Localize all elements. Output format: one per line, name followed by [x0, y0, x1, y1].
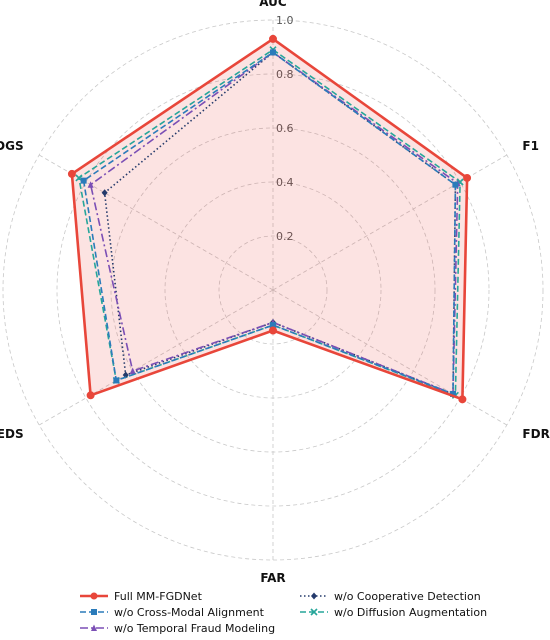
series-point-1	[80, 177, 87, 184]
series-point-0	[269, 34, 277, 43]
legend-entry-0: Full MM-FGDNet	[114, 590, 203, 603]
radar-axis-labels: AUC F1 FDR FAR EDS CDGS	[0, 0, 550, 585]
series-point-1	[452, 181, 459, 188]
legend: Full MM-FGDNet w/o Cooperative Detection w…	[80, 590, 487, 635]
tick-label: 0.6	[276, 122, 294, 135]
series-point-2	[87, 181, 94, 188]
grid-circle	[56, 73, 490, 507]
series-point-1	[270, 322, 276, 329]
grid-spoke	[272, 289, 508, 426]
series-point-3	[122, 371, 129, 379]
legend-entry-2: w/o Temporal Fraud Modeling	[114, 622, 275, 635]
series-area-0	[71, 38, 468, 400]
legend-marker-3	[311, 592, 317, 600]
series-point-0	[463, 173, 472, 182]
radar-series	[67, 34, 472, 404]
legend-marker-2	[91, 624, 97, 631]
grid-circle	[218, 235, 328, 345]
legend-entry-3: w/o Cooperative Detection	[334, 590, 481, 603]
tick-label: 1.0	[276, 14, 294, 27]
tick-label: 0.8	[276, 68, 294, 81]
series-point-1	[450, 390, 457, 397]
series-point-2	[129, 367, 136, 374]
series-point-0	[86, 391, 95, 400]
tick-label: 0.4	[276, 176, 294, 189]
axis-label-f1: F1	[522, 139, 539, 153]
axis-label-far: FAR	[260, 571, 285, 585]
tick-label: 0.2	[276, 230, 294, 243]
axis-label-eds: EDS	[0, 427, 24, 441]
axis-label-fdr: FDR	[522, 427, 549, 441]
legend-marker-4	[310, 608, 318, 616]
legend-entry-1: w/o Cross-Modal Alignment	[114, 606, 265, 619]
series-point-1	[113, 377, 120, 384]
legend-entry-4: w/o Diffusion Augmentation	[334, 606, 487, 619]
axis-label-auc: AUC	[259, 0, 287, 9]
series-point-0	[269, 326, 277, 335]
legend-marker-1	[91, 609, 97, 615]
series-point-1	[270, 49, 276, 56]
grid-spoke	[38, 289, 274, 426]
axis-label-cdgs: CDGS	[0, 139, 24, 153]
series-point-3	[101, 189, 108, 197]
legend-marker-0	[90, 592, 98, 600]
series-point-0	[67, 169, 76, 178]
series-point-0	[458, 395, 467, 404]
